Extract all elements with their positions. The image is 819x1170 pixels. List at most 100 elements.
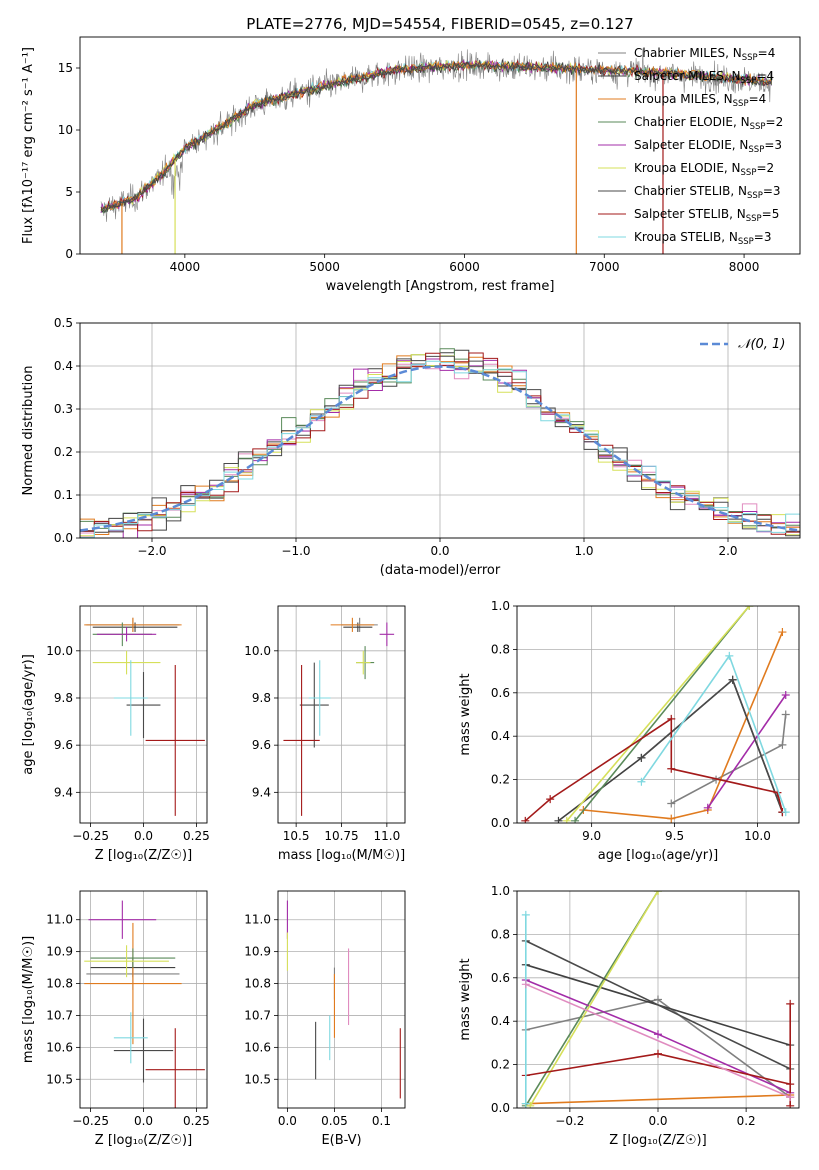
mass-weight-marker xyxy=(571,816,580,823)
mass-weight-marker xyxy=(725,651,734,660)
errorbar-point xyxy=(92,650,161,675)
age_vs_Z-plot xyxy=(84,617,205,816)
spectrum-frame xyxy=(79,36,801,255)
mass-weight-line xyxy=(640,654,787,813)
legend-entry: Kroupa ELODIE, NSSP=2 xyxy=(634,161,774,178)
x-tick-label: 10.5 xyxy=(283,829,310,843)
charts: 4000 5000 6000 7000 8000 0 5 10 15 wavelength [An… xyxy=(21,36,801,1148)
y-tick-label: 10.8 xyxy=(244,977,271,991)
x-tick-label: 0.0 xyxy=(648,1114,667,1128)
mass-weight-marker xyxy=(781,710,790,719)
residual_histogram-plot xyxy=(80,348,800,538)
legend-entry: Kroupa MILES, NSSP=4 xyxy=(634,92,766,109)
mass-weight-line xyxy=(707,694,787,809)
mass-weight-line xyxy=(583,631,784,820)
errorbar-point xyxy=(96,627,157,642)
mass_vs_Z-plot xyxy=(84,900,205,1108)
spectrum-ylabel: Flux [fλ10⁻¹⁷ erg cm⁻² s⁻¹ A⁻¹] xyxy=(21,47,36,244)
mass-weight-marker xyxy=(703,803,712,812)
y-tick-label: 0.5 xyxy=(54,316,73,330)
age_vs_Z-frame xyxy=(79,605,208,824)
x-tick-label: 0.2 xyxy=(737,1114,756,1128)
x-tick-label: −0.2 xyxy=(555,1114,584,1128)
legend-entry: Chabrier ELODIE, NSSP=2 xyxy=(634,115,783,132)
errorbar-point xyxy=(84,922,182,1045)
mass-weight-marker xyxy=(637,753,646,762)
massweight_vs_Z-axes: −0.2 0.0 0.2 0.0 0.2 0.4 0.6 0.8 1.0 Z [log₁₀(Z/Z… xyxy=(458,884,800,1148)
mass-weight-marker xyxy=(781,690,790,699)
errorbar-point xyxy=(126,672,161,739)
x-tick-label: 5000 xyxy=(309,260,340,274)
figure-title: PLATE=2776, MJD=54554, FIBERID=0545, z=0… xyxy=(246,15,633,33)
mass-weight-marker xyxy=(667,799,676,808)
age_vs_mass-xlabel: mass [log₁₀(M/M☉)] xyxy=(278,848,405,863)
mass-weight-marker xyxy=(778,628,787,637)
y-tick-label: 10.5 xyxy=(46,1072,73,1086)
mass-weight-marker xyxy=(526,1101,535,1108)
legend-entry: Salpeter STELIB, NSSP=5 xyxy=(634,207,779,224)
mass-weight-marker xyxy=(546,795,555,804)
spectrum-series-2 xyxy=(100,60,772,212)
y-tick-label: 0.0 xyxy=(491,1101,510,1115)
mass-weight-line xyxy=(525,983,791,1098)
spectrum-plot xyxy=(100,48,773,254)
mass-weight-marker xyxy=(778,740,787,749)
y-tick-label: 10.6 xyxy=(46,1040,73,1054)
errorbar-point xyxy=(84,617,182,632)
mass-weight-marker xyxy=(521,1099,530,1108)
y-tick-label: 11.0 xyxy=(244,913,271,927)
y-tick-label: 0.1 xyxy=(54,488,73,502)
y-tick-label: 10.0 xyxy=(46,644,73,658)
errorbar-point xyxy=(113,1018,174,1083)
x-tick-label: 10.75 xyxy=(324,829,358,843)
mass-weight-marker xyxy=(654,1030,662,1039)
y-tick-label: 9.8 xyxy=(54,691,73,705)
errorbar-point xyxy=(356,650,371,675)
mass-weight-line xyxy=(529,891,659,1107)
y-tick-label: 10.9 xyxy=(244,945,271,959)
y-tick-label: 9.6 xyxy=(54,738,73,752)
y-tick-label: 0.0 xyxy=(54,531,73,545)
mass-weight-line xyxy=(574,606,750,822)
y-tick-label: 0.6 xyxy=(491,971,510,985)
y-tick-label: 11.0 xyxy=(46,913,73,927)
mass_vs_Z-frame xyxy=(79,890,208,1109)
residual_histogram-axes: −2.0 −1.0 0.0 1.0 2.0 0.0 0.1 0.2 0.3 0.4 0.5 (data… xyxy=(21,316,801,578)
y-tick-label: 9.6 xyxy=(252,738,271,752)
mass-weight-marker xyxy=(654,995,662,1004)
mass-weight-line xyxy=(566,606,750,822)
errorbar-point xyxy=(343,622,373,632)
legend-entry: Salpeter ELODIE, NSSP=3 xyxy=(634,138,782,155)
mass_vs_EBV-frame xyxy=(277,890,406,1109)
spectrum-legend: Chabrier MILES, NSSP=4 Salpeter MILES, NS… xyxy=(598,46,783,247)
x-tick-label: 6000 xyxy=(449,260,480,274)
y-tick-label: 10.7 xyxy=(46,1008,73,1022)
massweight_vs_age-plot xyxy=(521,606,790,823)
x-tick-label: 10.0 xyxy=(744,829,771,843)
mass-weight-marker xyxy=(667,714,676,723)
x-tick-label: 9.5 xyxy=(665,829,684,843)
errorbar-point xyxy=(88,900,157,939)
x-tick-label: −0.25 xyxy=(72,829,109,843)
y-tick-label: 0.2 xyxy=(54,445,73,459)
mass-weight-marker xyxy=(521,816,530,823)
y-tick-label: 0.4 xyxy=(491,729,510,743)
mass-weight-line xyxy=(525,940,791,1070)
x-tick-label: 0.25 xyxy=(183,1114,210,1128)
mass_vs_EBV-plot xyxy=(286,900,401,1099)
mass_vs_Z-axes: −0.25 0.0 0.25 10.5 10.6 10.7 10.8 10.9 11.0 Z [l… xyxy=(21,890,210,1148)
errorbar-point xyxy=(379,622,395,647)
legend-entry: Kroupa STELIB, NSSP=3 xyxy=(634,230,772,247)
errorbar-point xyxy=(84,945,169,978)
x-tick-label: 0.0 xyxy=(278,1114,297,1128)
normal-reference-curve xyxy=(80,365,800,532)
x-tick-label: 0.0 xyxy=(430,544,449,558)
x-tick-label: −1.0 xyxy=(281,544,310,558)
spectrum-axes: 4000 5000 6000 7000 8000 0 5 10 15 wavelength [An… xyxy=(21,36,801,294)
mass-weight-line xyxy=(670,714,787,805)
mass-weight-marker xyxy=(654,1049,662,1058)
massweight_vs_Z-frame xyxy=(516,890,800,1109)
x-tick-label: 0.25 xyxy=(183,829,210,843)
spectrum-series-0 xyxy=(100,48,773,222)
